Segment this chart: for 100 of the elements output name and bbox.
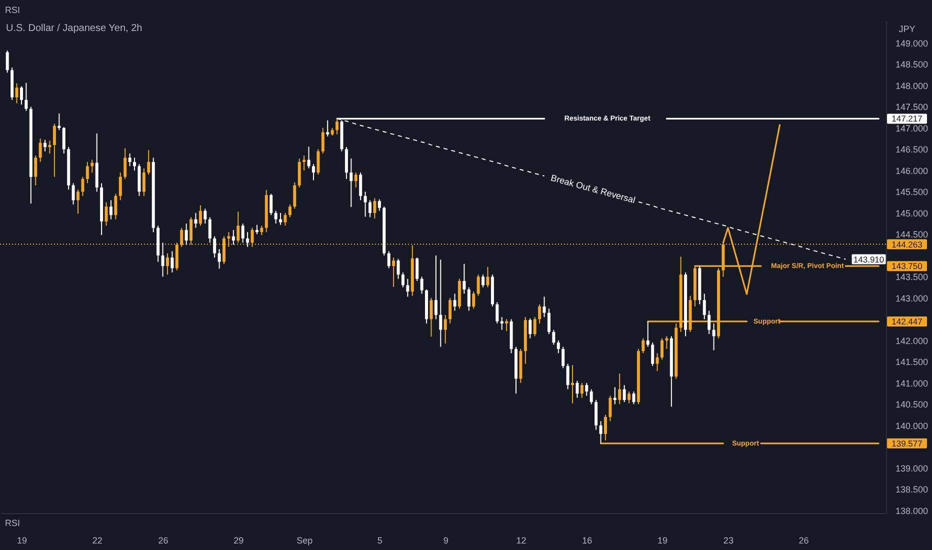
y-tick-label: 147.500 bbox=[896, 102, 928, 112]
y-axis-title: JPY bbox=[898, 24, 916, 34]
candlestick bbox=[260, 225, 264, 236]
candlestick bbox=[241, 223, 244, 244]
candlestick bbox=[104, 202, 108, 226]
candlestick bbox=[316, 148, 320, 176]
candlestick bbox=[52, 123, 56, 178]
candlestick bbox=[538, 304, 542, 324]
x-tick-label: 29 bbox=[234, 536, 244, 546]
y-tick-label: 144.500 bbox=[896, 230, 928, 240]
candlestick bbox=[350, 158, 353, 208]
candlestick bbox=[76, 189, 80, 214]
x-tick-label: 26 bbox=[158, 536, 168, 546]
y-tick-label: 145.000 bbox=[896, 208, 928, 218]
x-tick-label: 16 bbox=[582, 536, 592, 546]
candlestick bbox=[81, 176, 84, 196]
candlestick bbox=[208, 216, 212, 244]
y-tick-label: 139.000 bbox=[896, 463, 928, 474]
y-tick-label: 143.000 bbox=[896, 293, 928, 304]
y-tick-label: 141.000 bbox=[896, 378, 928, 388]
candlestick bbox=[198, 204, 202, 226]
candlestick bbox=[255, 224, 258, 235]
candlestick bbox=[396, 258, 400, 280]
candlestick bbox=[622, 384, 626, 403]
y-tick-label: 143.500 bbox=[896, 272, 928, 282]
candlestick bbox=[368, 200, 372, 218]
y-tick-label: 138.500 bbox=[896, 484, 928, 495]
candlestick bbox=[439, 259, 442, 348]
candlestick bbox=[453, 293, 456, 312]
candlestick bbox=[542, 296, 546, 318]
data-label: 147.217 bbox=[892, 114, 923, 124]
candlestick bbox=[528, 318, 532, 339]
data-label: 142.447 bbox=[892, 316, 923, 326]
candlestick bbox=[496, 302, 499, 324]
candlestick bbox=[500, 316, 504, 330]
candlestick bbox=[288, 204, 292, 218]
candlestick bbox=[562, 346, 565, 369]
candlestick bbox=[20, 86, 23, 106]
candlestick bbox=[293, 182, 296, 210]
candlestick bbox=[476, 274, 480, 296]
candlestick bbox=[708, 310, 711, 335]
text: RSI bbox=[5, 5, 20, 15]
candlestick bbox=[204, 208, 207, 224]
candlestick bbox=[656, 352, 659, 372]
candlestick bbox=[274, 210, 278, 224]
candlestick bbox=[444, 314, 447, 344]
x-tick-label: 12 bbox=[516, 536, 526, 546]
candlestick bbox=[448, 297, 452, 324]
y-tick-label: 138.000 bbox=[896, 506, 928, 516]
y-tick-label: 141.500 bbox=[896, 357, 928, 368]
data-label: 139.577 bbox=[892, 438, 923, 448]
candlestick bbox=[250, 227, 254, 248]
candlestick bbox=[604, 414, 607, 441]
candlestick bbox=[552, 329, 556, 346]
candlestick bbox=[434, 254, 438, 320]
candlestick bbox=[571, 364, 574, 404]
y-tick-label: 148.500 bbox=[896, 60, 928, 70]
x-tick-label: 26 bbox=[798, 536, 809, 546]
text: Break Out & Reversal bbox=[550, 172, 636, 206]
candlestick bbox=[213, 236, 216, 258]
candlestick bbox=[86, 161, 89, 184]
candlestick bbox=[298, 158, 301, 188]
candlestick bbox=[467, 286, 470, 312]
x-tick-label: 9 bbox=[443, 536, 448, 546]
ref-line-label: 144.263 bbox=[892, 239, 923, 250]
candlestick bbox=[613, 386, 616, 405]
candlestick bbox=[161, 242, 164, 278]
candlestick bbox=[618, 373, 622, 405]
candlestick bbox=[307, 146, 310, 169]
x-tick-label: 5 bbox=[377, 536, 382, 546]
candlestick bbox=[642, 338, 645, 354]
candlestick bbox=[170, 250, 174, 273]
candlestick bbox=[462, 263, 466, 294]
candlestick bbox=[321, 127, 324, 154]
x-tick-label: 22 bbox=[92, 536, 102, 546]
y-tick-label: 148.000 bbox=[896, 80, 928, 91]
data-label: 143.750 bbox=[892, 261, 923, 272]
candlestick bbox=[354, 172, 358, 188]
candlestick bbox=[392, 257, 396, 288]
candlestick bbox=[194, 212, 198, 228]
candlestick bbox=[665, 336, 668, 350]
candlestick bbox=[336, 118, 339, 135]
candlestick bbox=[227, 232, 230, 248]
candlestick bbox=[590, 388, 593, 405]
y-tick-label: 142.000 bbox=[896, 336, 928, 346]
x-tick-label: 19 bbox=[657, 536, 668, 546]
candlestick bbox=[147, 150, 150, 176]
candlestick bbox=[472, 291, 476, 310]
y-tick-label: 146.500 bbox=[896, 144, 928, 155]
y-tick-label: 147.000 bbox=[896, 123, 928, 134]
candlestick bbox=[482, 274, 485, 288]
candlestick bbox=[566, 363, 570, 390]
candlestick bbox=[44, 139, 47, 152]
candlestick bbox=[232, 229, 235, 246]
candlestick bbox=[246, 232, 250, 248]
candlestick bbox=[359, 172, 362, 201]
candlestick bbox=[24, 82, 28, 112]
candlestick bbox=[72, 182, 75, 205]
candlestick bbox=[401, 272, 404, 288]
candlestick bbox=[312, 164, 315, 181]
